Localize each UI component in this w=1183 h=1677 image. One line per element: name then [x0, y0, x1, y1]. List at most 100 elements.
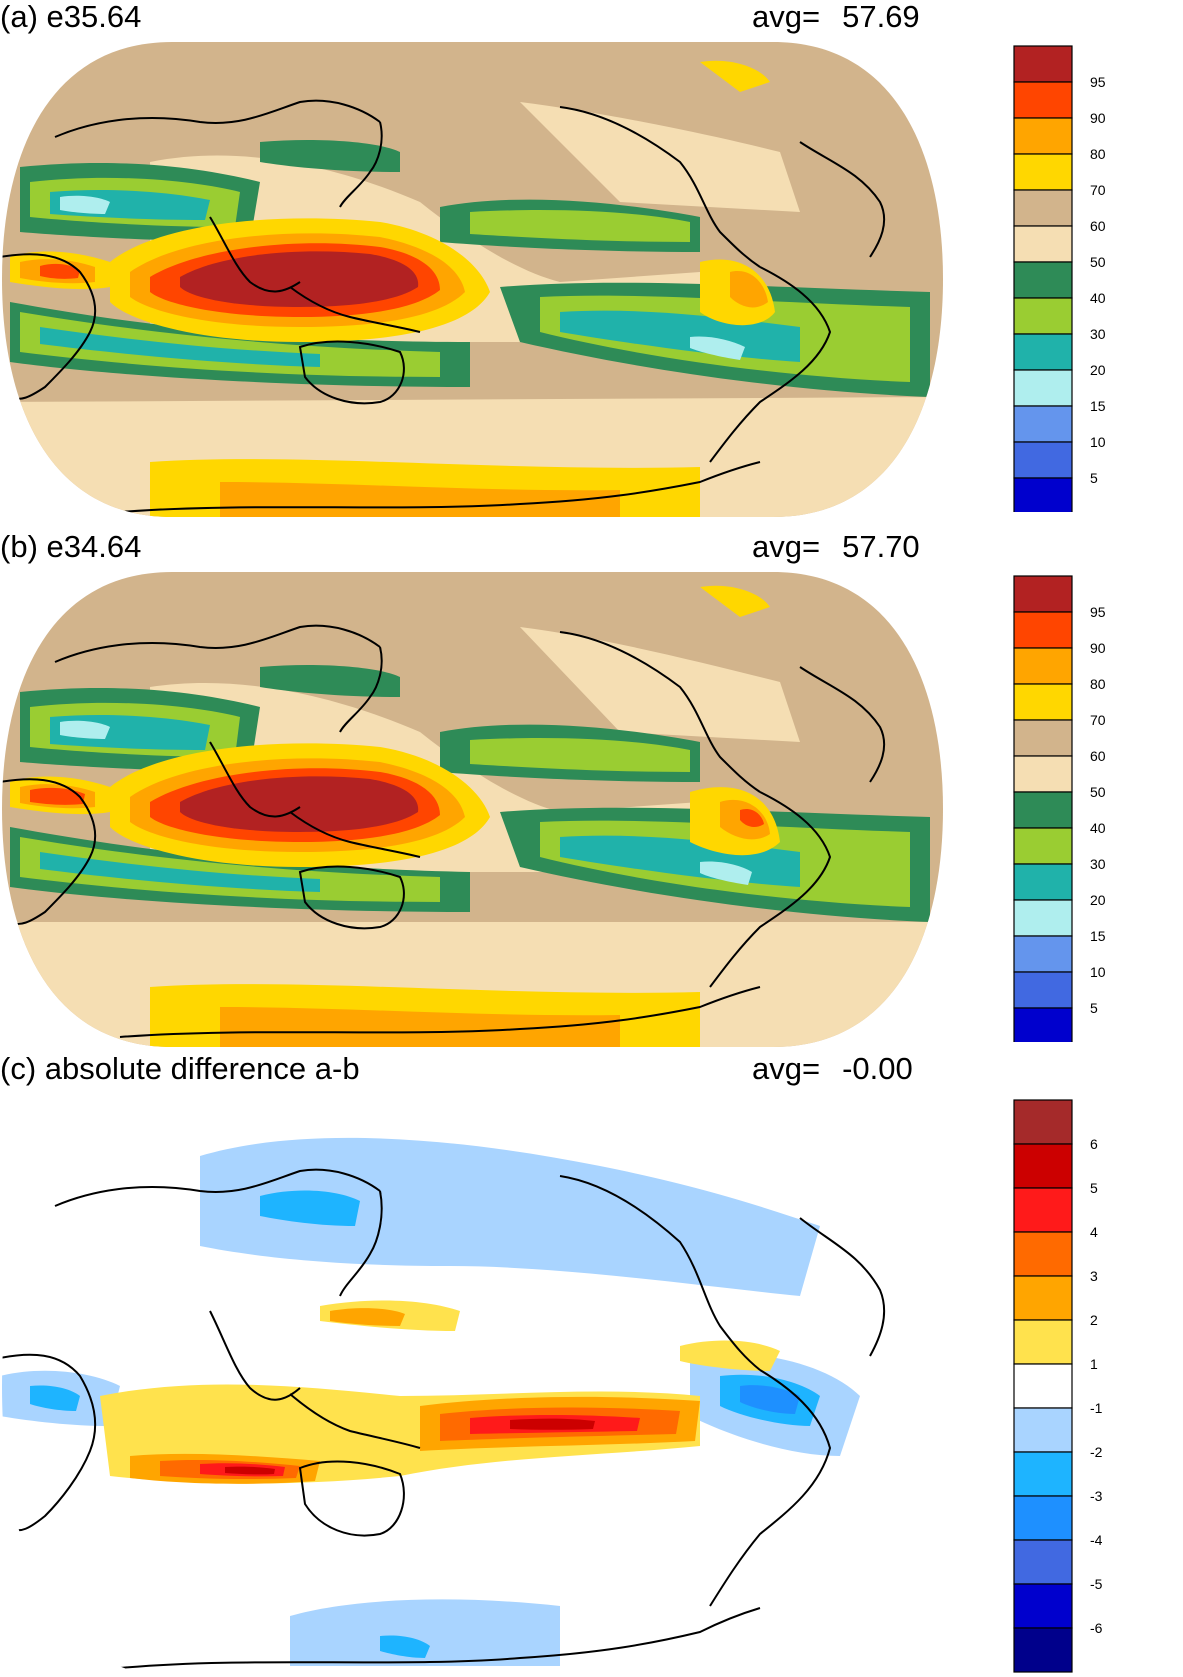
colorbar-label: 5 — [1090, 470, 1098, 486]
avg-label: avg= — [752, 529, 821, 564]
field-20-30 — [40, 714, 800, 892]
colorbar-label: 15 — [1090, 928, 1106, 944]
colorbar-box — [1013, 1495, 1073, 1541]
colorbar: 95 90 80 70 60 50 40 30 20 15 10 5 — [1013, 575, 1106, 1042]
colorbar-label: 6 — [1090, 1136, 1098, 1152]
colorbar-label: 50 — [1090, 784, 1106, 800]
colorbar-label: -6 — [1090, 1620, 1103, 1636]
colorbar-label: -3 — [1090, 1488, 1103, 1504]
colorbar: 95 90 80 70 60 50 40 30 20 15 10 5 — [1013, 45, 1106, 512]
colorbar-box — [1013, 153, 1073, 191]
colorbar-box — [1013, 1363, 1073, 1409]
colorbar-box — [1013, 1143, 1073, 1189]
field-above-95 — [180, 251, 419, 307]
colorbar-box — [1013, 647, 1073, 685]
colorbar-boxes — [1013, 575, 1073, 1042]
colorbar-label: 40 — [1090, 820, 1106, 836]
colorbar-box — [1013, 971, 1073, 1009]
colorbar-box — [1013, 935, 1073, 973]
colorbar-box — [1013, 189, 1073, 227]
panel-c: (c) absolute difference a-b avg= -0.00 — [0, 1051, 1183, 1676]
colorbar-box — [1013, 683, 1073, 721]
colorbar-label: -5 — [1090, 1576, 1103, 1592]
colorbar-box — [1013, 827, 1073, 865]
colorbar-label: 30 — [1090, 856, 1106, 872]
colorbar-label: -4 — [1090, 1532, 1103, 1548]
colorbar-box — [1013, 477, 1073, 512]
colorbar-label: 20 — [1090, 892, 1106, 908]
field-2-to-3 — [130, 1308, 700, 1484]
colorbar-label: 95 — [1090, 604, 1106, 620]
colorbar-box — [1013, 1451, 1073, 1497]
colorbar-label: 50 — [1090, 254, 1106, 270]
panel-b: (b) e34.64 avg= 57.70 — [0, 530, 1183, 1050]
colorbar-label: 15 — [1090, 398, 1106, 414]
colorbar-box — [1013, 1407, 1073, 1453]
colorbar-label: 10 — [1090, 964, 1106, 980]
field-minus-1-to-2 — [2, 1137, 860, 1666]
colorbar-box — [1013, 441, 1073, 479]
field-above-95 — [180, 776, 419, 832]
colorbar-label: 3 — [1090, 1268, 1098, 1284]
colorbar-boxes — [1013, 1099, 1073, 1673]
colorbar-label: -1 — [1090, 1400, 1103, 1416]
colorbar-box — [1013, 369, 1073, 407]
colorbar-box — [1013, 611, 1073, 649]
colorbar-label: 5 — [1090, 1180, 1098, 1196]
colorbar-box — [1013, 45, 1073, 83]
panel-a: (a) e35.64 avg= 57.69 — [0, 0, 1183, 520]
colorbar-label: 60 — [1090, 748, 1106, 764]
colorbar-label: 4 — [1090, 1224, 1098, 1240]
avg-label: avg= — [752, 1051, 821, 1086]
colorbar-box — [1013, 791, 1073, 829]
colorbar-boxes — [1013, 45, 1073, 512]
field-4-to-5 — [200, 1415, 640, 1477]
colorbar-label: -2 — [1090, 1444, 1103, 1460]
colorbar-box — [1013, 899, 1073, 937]
panel-title: (a) e35.64 — [0, 0, 142, 34]
colorbar-box — [1013, 1187, 1073, 1233]
colorbar-label: 90 — [1090, 110, 1106, 126]
colorbar-box — [1013, 1099, 1073, 1145]
colorbar-box — [1013, 1007, 1073, 1042]
field-5-to-6 — [225, 1418, 595, 1475]
colorbar-box — [1013, 225, 1073, 263]
panel-average: avg= -0.00 — [752, 1052, 913, 1086]
colorbar-label: 60 — [1090, 218, 1106, 234]
colorbar-box — [1013, 117, 1073, 155]
colorbar-label: 95 — [1090, 74, 1106, 90]
colorbar-label: 20 — [1090, 362, 1106, 378]
colorbar-label: 2 — [1090, 1312, 1098, 1328]
avg-value: 57.69 — [842, 0, 920, 34]
colorbar: 6 5 4 3 2 1 -1 -2 -3 -4 -5 -6 — [1013, 1099, 1103, 1673]
colorbar-label: 80 — [1090, 146, 1106, 162]
colorbar-labels: 95 90 80 70 60 50 40 30 20 15 10 5 — [1090, 604, 1106, 1016]
colorbar-label: 90 — [1090, 640, 1106, 656]
panel-average: avg= 57.70 — [752, 530, 920, 564]
field-minus-3-to-4 — [740, 1385, 800, 1414]
coastlines — [2, 99, 886, 513]
panel-title: (b) e34.64 — [0, 529, 142, 564]
colorbar-label: 70 — [1090, 182, 1106, 198]
avg-label: avg= — [752, 0, 821, 34]
coastlines — [2, 624, 886, 1038]
coastlines — [2, 1168, 886, 1669]
avg-value: 57.70 — [842, 529, 920, 564]
colorbar-box — [1013, 1627, 1073, 1673]
colorbar-box — [1013, 81, 1073, 119]
colorbar-box — [1013, 405, 1073, 443]
avg-value: -0.00 — [842, 1051, 913, 1086]
colorbar-box — [1013, 863, 1073, 901]
colorbar-label: 70 — [1090, 712, 1106, 728]
colorbar-label: 10 — [1090, 434, 1106, 450]
panel-title: (c) absolute difference a-b — [0, 1051, 360, 1086]
colorbar-labels: 95 90 80 70 60 50 40 30 20 15 10 5 — [1090, 74, 1106, 486]
colorbar-label: 40 — [1090, 290, 1106, 306]
colorbar-box — [1013, 755, 1073, 793]
colorbar-box — [1013, 261, 1073, 299]
colorbar-label: 1 — [1090, 1356, 1098, 1372]
colorbar-box — [1013, 1539, 1073, 1585]
colorbar-label: 5 — [1090, 1000, 1098, 1016]
colorbar-labels: 6 5 4 3 2 1 -1 -2 -3 -4 -5 -6 — [1090, 1136, 1103, 1636]
world-map — [2, 572, 943, 1047]
